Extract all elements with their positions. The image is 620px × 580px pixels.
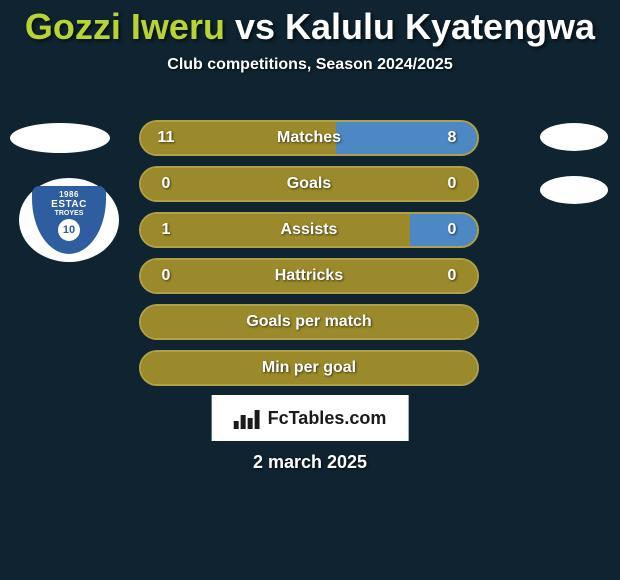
stat-row: 0Goals0 (139, 166, 479, 202)
stat-label: Min per goal (141, 359, 477, 377)
stat-label: Goals per match (141, 313, 477, 331)
stat-value-right: 0 (427, 267, 477, 285)
subtitle: Club competitions, Season 2024/2025 (0, 56, 620, 74)
stat-row: 11Matches8 (139, 120, 479, 156)
team-logo-shield: 1986 ESTAC TROYES 10 (32, 186, 106, 254)
brand-badge: FcTables.com (212, 395, 409, 441)
right-oval-placeholder-2 (540, 176, 608, 204)
comparison-card: Gozzi Iweru vs Kalulu Kyatengwa Club com… (0, 0, 620, 580)
brand-bars-icon (234, 407, 260, 429)
logo-number: 10 (58, 219, 80, 241)
stat-row: 0Hattricks0 (139, 258, 479, 294)
left-oval-placeholder (10, 123, 110, 153)
team-logo: 1986 ESTAC TROYES 10 (19, 178, 119, 262)
stat-value-right: 8 (427, 129, 477, 147)
logo-city: TROYES (55, 210, 84, 217)
date-label: 2 march 2025 (0, 452, 620, 473)
stat-row: Min per goal (139, 350, 479, 386)
page-title: Gozzi Iweru vs Kalulu Kyatengwa (0, 0, 620, 48)
shield-icon: 1986 ESTAC TROYES 10 (32, 186, 106, 254)
logo-year: 1986 (59, 190, 79, 199)
right-oval-placeholder-1 (540, 123, 608, 151)
player2-name: Kalulu Kyatengwa (285, 6, 595, 47)
stat-row: Goals per match (139, 304, 479, 340)
stat-value-right: 0 (427, 175, 477, 193)
stat-row: 1Assists0 (139, 212, 479, 248)
title-vs: vs (235, 6, 285, 47)
brand-text: FcTables.com (268, 408, 387, 429)
stats-panel: 11Matches8 0Goals0 1Assists0 0Hattricks0 Goa… (139, 120, 479, 386)
player1-name: Gozzi Iweru (25, 6, 225, 47)
stat-value-right: 0 (427, 221, 477, 239)
logo-name: ESTAC (51, 199, 87, 210)
